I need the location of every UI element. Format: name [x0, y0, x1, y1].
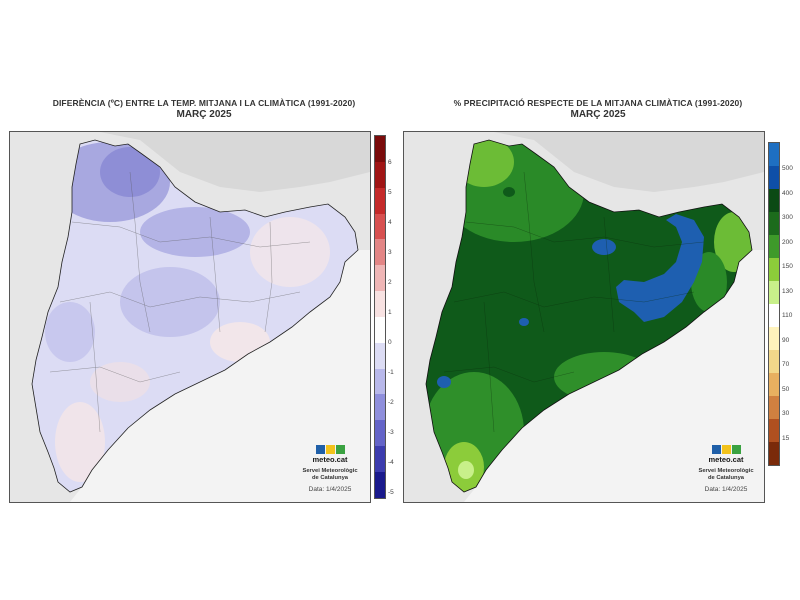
- right-legend-tick: 200: [782, 238, 793, 246]
- right-legend-tick: 300: [782, 214, 793, 221]
- left-map-title-line1: DIFERÈNCIA (ºC) ENTRE LA TEMP. MITJANA I…: [52, 98, 356, 108]
- right-legend-swatch: [769, 212, 779, 235]
- right-legend-tick: 130: [782, 287, 793, 295]
- left-map-title-line2: MARÇ 2025: [176, 109, 232, 120]
- right-legend-bar: [768, 142, 780, 466]
- left-legend-swatch: [375, 316, 385, 343]
- right-legend-tick: 90: [782, 336, 790, 344]
- left-legend-swatch: [375, 136, 385, 162]
- left-legend-swatch: [375, 342, 385, 369]
- left-legend-swatch: [375, 291, 385, 317]
- right-legend-swatch: [769, 327, 779, 350]
- right-legend-swatch: [769, 304, 779, 327]
- left-legend-swatch: [375, 394, 385, 421]
- left-legend-swatch: [375, 239, 385, 266]
- right-legend-swatch: [769, 143, 779, 166]
- right-brand: meteo.cat: [708, 455, 744, 464]
- left-legend-swatch: [375, 471, 385, 498]
- left-legend-tick: -5: [388, 489, 394, 496]
- right-legend-swatch: [769, 258, 779, 281]
- right-logo-block: meteo.cat Servei Meteorològic de Catalun…: [696, 445, 756, 493]
- right-map-title: % PRECIPITACIÓ RESPECTE DE LA MITJANA CL…: [398, 98, 798, 120]
- left-legend-bar: [374, 135, 386, 499]
- left-map-svg: [10, 132, 370, 502]
- left-temperature-map: [9, 131, 371, 503]
- right-legend-tick: 110: [782, 312, 793, 319]
- right-legend-tick: 150: [782, 263, 793, 270]
- right-legend-swatch: [769, 442, 779, 465]
- left-legend-tick: 2: [388, 279, 392, 286]
- right-legend-swatch: [769, 281, 779, 304]
- right-legend-tick: 400: [782, 189, 793, 197]
- right-service-name: Servei Meteorològic de Catalunya: [698, 468, 754, 481]
- left-legend-tick: 3: [388, 249, 392, 256]
- right-legend-swatch: [769, 235, 779, 258]
- left-legend-swatch: [375, 265, 385, 292]
- right-legend-tick: 50: [782, 385, 790, 393]
- left-legend-tick: -1: [388, 369, 394, 376]
- left-legend-tick: 0: [388, 339, 392, 346]
- left-legend-swatch: [375, 368, 385, 395]
- right-legend-tick: 15: [782, 434, 790, 442]
- right-date: Data: 1/4/2025: [704, 486, 748, 493]
- left-map-title: DIFERÈNCIA (ºC) ENTRE LA TEMP. MITJANA I…: [4, 98, 404, 120]
- right-legend-swatch: [769, 373, 779, 396]
- right-legend-tick: 70: [782, 361, 790, 368]
- left-legend-swatch: [375, 161, 385, 188]
- right-legend-swatch: [769, 396, 779, 419]
- left-legend-tick: -2: [388, 399, 394, 406]
- left-legend-swatch: [375, 213, 385, 240]
- left-legend-tick: 6: [388, 159, 392, 166]
- left-legend-tick: 4: [388, 219, 392, 226]
- left-legend-tick: -3: [388, 429, 394, 436]
- right-legend-tick: 500: [782, 165, 793, 172]
- left-legend-tick: 1: [388, 309, 392, 316]
- right-legend-swatch: [769, 166, 779, 189]
- left-logo-block: meteo.cat Servei Meteorològic de Catalun…: [300, 445, 360, 493]
- right-legend-swatch: [769, 419, 779, 442]
- left-brand: meteo.cat: [312, 455, 348, 464]
- right-legend-swatch: [769, 189, 779, 212]
- right-legend-tick: 30: [782, 410, 790, 417]
- right-map-title-line1: % PRECIPITACIÓ RESPECTE DE LA MITJANA CL…: [453, 98, 743, 108]
- right-map-svg: [404, 132, 764, 502]
- right-map-title-line2: MARÇ 2025: [570, 109, 626, 120]
- left-meteo-logo-icon: [300, 445, 360, 454]
- left-legend-tick: 5: [388, 189, 392, 196]
- left-legend-tick: -4: [388, 459, 394, 466]
- left-date: Data: 1/4/2025: [308, 486, 352, 493]
- right-legend-swatch: [769, 350, 779, 373]
- left-legend-swatch: [375, 446, 385, 472]
- left-legend-swatch: [375, 187, 385, 214]
- right-precipitation-map: [403, 131, 765, 503]
- left-legend-swatch: [375, 420, 385, 447]
- left-service-name: Servei Meteorològic de Catalunya: [302, 468, 358, 481]
- right-meteo-logo-icon: [696, 445, 756, 454]
